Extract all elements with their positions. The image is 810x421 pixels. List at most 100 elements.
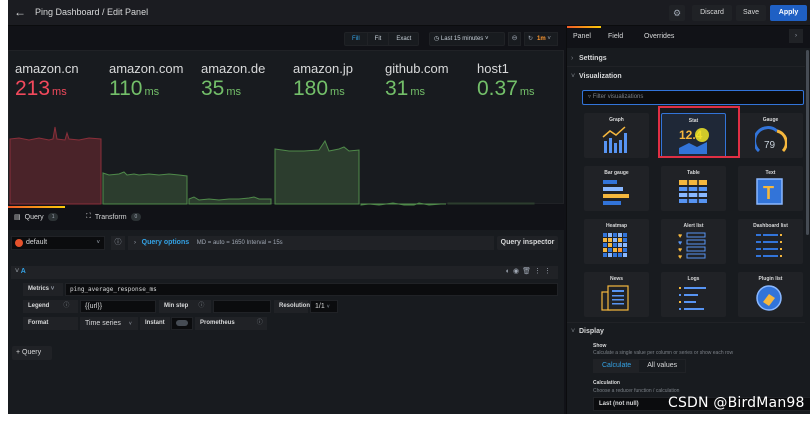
- stat-value: 213: [15, 77, 51, 100]
- stat-amazon-jp: amazon.jp 180 ms: [293, 61, 353, 101]
- viz-card-bar-gauge[interactable]: Bar gauge: [584, 166, 649, 211]
- prometheus-label: Prometheus ⓘ: [195, 317, 267, 330]
- viz-card-news[interactable]: News: [584, 272, 649, 317]
- collapse-pane-button[interactable]: ›: [789, 29, 803, 43]
- stat-name: host1: [477, 61, 509, 76]
- exact-mode-button[interactable]: Exact: [396, 36, 412, 42]
- query-inspector-button[interactable]: Query inspector: [497, 236, 558, 250]
- svg-text:79: 79: [764, 140, 776, 151]
- tab-overrides[interactable]: Overrides: [644, 33, 675, 40]
- watermark: CSDN @BirdMan98: [668, 395, 805, 411]
- query-options-link[interactable]: Query options: [141, 239, 190, 246]
- stat-name: amazon.jp: [293, 61, 353, 76]
- tab-panel[interactable]: Panel: [573, 33, 591, 40]
- heatmap-icon: [603, 233, 627, 257]
- trash-icon[interactable]: 🗑: [522, 268, 534, 275]
- calculation-label: Calculation: [593, 380, 620, 386]
- viz-card-text[interactable]: Text T: [738, 166, 803, 211]
- transform-count-badge: 0: [130, 213, 142, 221]
- cursor-highlight: [695, 128, 709, 142]
- viz-card-heatmap[interactable]: Heatmap: [584, 219, 649, 264]
- query-row-header[interactable]: ˅ A ◐◉🗑⋮⋮: [11, 266, 558, 279]
- text-icon: T: [756, 178, 783, 205]
- stat-value: 31: [385, 77, 409, 100]
- viz-card-dashboard-list[interactable]: Dashboard list: [738, 219, 803, 264]
- zoom-out-icon[interactable]: ⊖: [508, 32, 521, 46]
- apply-button[interactable]: Apply: [770, 5, 807, 21]
- highlight-box: [658, 106, 740, 158]
- plus-icon: +: [16, 349, 21, 356]
- instant-label: Instant: [140, 317, 170, 330]
- eye-icon[interactable]: ◉: [513, 268, 523, 275]
- discard-button[interactable]: Discard: [692, 5, 732, 21]
- visualization-section[interactable]: ˅ Visualization: [571, 73, 622, 80]
- save-button[interactable]: Save: [736, 5, 766, 21]
- chevron-down-icon: ˅: [484, 36, 489, 42]
- tab-query[interactable]: ▤ Query 1: [14, 213, 59, 221]
- display-section[interactable]: ˅ Display: [571, 328, 604, 335]
- divider: [567, 66, 805, 67]
- scrollbar[interactable]: [806, 50, 809, 235]
- datasource-select[interactable]: default ˅: [11, 236, 105, 250]
- stat-value: 35: [201, 77, 225, 100]
- viz-card-graph[interactable]: Graph: [584, 113, 649, 158]
- legend-input[interactable]: {{url}}: [80, 300, 156, 313]
- query-ref: A: [20, 268, 26, 275]
- options-tabs: Panel Field Overrides ›: [567, 26, 810, 48]
- metrics-input[interactable]: ping_average_response_ms: [65, 283, 558, 296]
- time-range-picker[interactable]: ◷ Last 15 minutes ˅: [429, 32, 505, 46]
- viz-card-gauge[interactable]: Gauge 79: [738, 113, 803, 158]
- stat-name: amazon.cn: [15, 61, 79, 76]
- help-icon[interactable]: ⓘ: [111, 236, 125, 250]
- stat-unit: ms: [144, 86, 160, 98]
- filter-visualizations-input[interactable]: ▿ Filter visualizations: [582, 90, 804, 105]
- query-options-bar[interactable]: › Query options MD = auto = 1650 Interva…: [128, 236, 494, 250]
- tab-field[interactable]: Field: [608, 33, 624, 40]
- chevron-down-icon: ˅: [571, 73, 576, 80]
- viz-card-table[interactable]: Table: [661, 166, 726, 211]
- graph-icon: [602, 126, 627, 153]
- show-radio-group: Calculate All values: [593, 359, 687, 373]
- sparklines: [9, 126, 535, 206]
- fit-mode-button[interactable]: Fit: [368, 33, 390, 45]
- add-query-button[interactable]: + Query: [12, 346, 52, 360]
- query-options-info: MD = auto = 1650 Interval = 15s: [196, 240, 283, 246]
- instant-toggle[interactable]: [171, 317, 193, 330]
- dashboard-list-icon: [756, 234, 782, 257]
- calculate-option[interactable]: Calculate: [594, 360, 640, 372]
- table-icon: [679, 180, 707, 203]
- settings-section[interactable]: › Settings: [571, 55, 607, 62]
- metrics-label[interactable]: Metrics ˅: [23, 283, 63, 296]
- calculation-select[interactable]: Last (not null): [593, 397, 810, 411]
- svg-text:♥: ♥: [678, 240, 682, 247]
- chevron-right-icon: ›: [134, 240, 136, 246]
- resolution-select[interactable]: 1/1 ˅: [310, 300, 338, 313]
- svg-text:♥: ♥: [678, 233, 682, 240]
- grafana-app: ← Ping Dashboard / Edit Panel ⚙ Discard …: [8, 0, 810, 414]
- active-tab-indicator: [8, 206, 65, 208]
- chevron-down-icon: ˅: [547, 36, 551, 42]
- tab-transform[interactable]: ⛶ Transform 0: [86, 213, 142, 221]
- format-select[interactable]: Time series ˅: [80, 317, 138, 330]
- active-tab-indicator: [567, 26, 601, 28]
- min-step-input[interactable]: [213, 300, 271, 313]
- viz-card-logs[interactable]: Logs: [661, 272, 726, 317]
- viz-card-plugin-list[interactable]: Plugin list: [738, 272, 803, 317]
- arrow-left-icon[interactable]: ←: [14, 5, 26, 19]
- panel-preview: amazon.cn 213 ms amazon.com 110 ms amazon.…: [8, 50, 564, 206]
- refresh-icon: ↻: [528, 36, 534, 42]
- time-range-label: Last 15 minutes: [440, 36, 484, 42]
- drag-handle-icon[interactable]: ⋮⋮: [534, 268, 554, 275]
- all-values-option[interactable]: All values: [647, 362, 678, 369]
- viz-card-alert-list[interactable]: Alert list ♥ ♥ ♥ ♥: [661, 219, 726, 264]
- copy-icon[interactable]: ◐: [505, 268, 513, 275]
- show-description: Calculate a single value per column or s…: [593, 350, 734, 356]
- view-mode-group: Fill Fit Exact: [344, 32, 420, 46]
- fill-mode-button[interactable]: Fill: [345, 33, 368, 45]
- gauge-icon: 79: [755, 126, 787, 153]
- viz-card-stat[interactable]: Stat 12.4: [661, 113, 726, 158]
- refresh-picker[interactable]: ↻ 1m ˅: [524, 32, 558, 46]
- gear-icon[interactable]: ⚙: [669, 5, 685, 21]
- stat-amazon-com: amazon.com 110 ms: [109, 61, 183, 101]
- svg-text:♥: ♥: [678, 247, 682, 254]
